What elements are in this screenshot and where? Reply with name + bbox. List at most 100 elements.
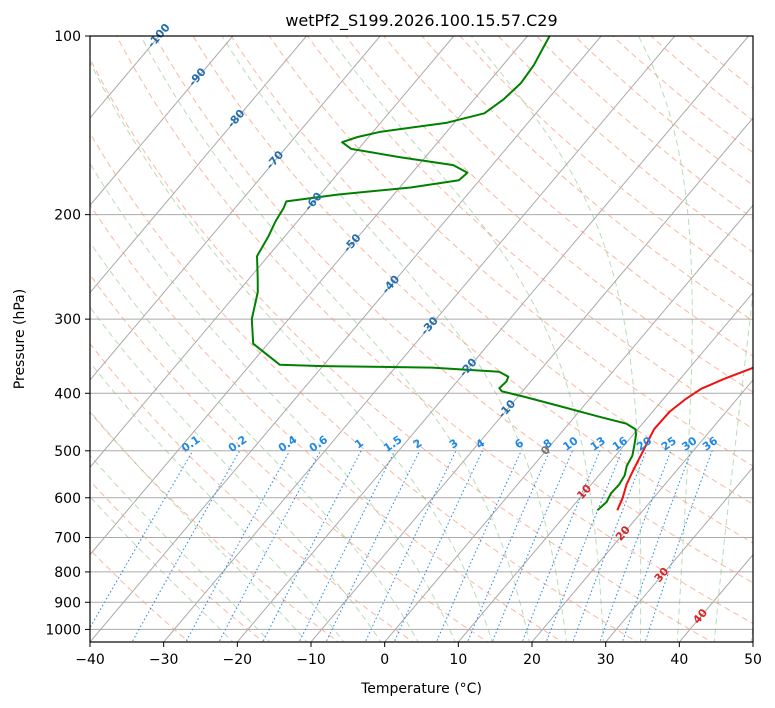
moist-adiabat-line xyxy=(90,162,456,642)
dry-adiabat-line xyxy=(383,36,753,357)
dry-adiabat-line xyxy=(90,411,340,642)
chart-title: wetPf2_S199.2026.100.15.57.C29 xyxy=(285,11,557,31)
moist-adiabat-line xyxy=(90,306,382,642)
x-tick-label: −30 xyxy=(149,652,179,668)
mixing-ratio-label: 6 xyxy=(512,436,526,451)
mixing-ratio-line xyxy=(644,450,713,642)
moist-adiabat-line xyxy=(750,622,753,642)
isotherm-line xyxy=(90,36,455,469)
mixing-ratio-line xyxy=(262,450,362,642)
isotherm-line xyxy=(90,36,381,381)
isotherm-line xyxy=(605,466,753,642)
dry-adiabat-line xyxy=(90,342,414,642)
x-tick-label: 40 xyxy=(670,652,688,668)
axis-ticks: −40 −30 −20 −10 0 10 20 30 40 50 1000 900 800 700 600 5… xyxy=(45,29,762,668)
x-axis-label: Temperature (°C) xyxy=(360,681,482,697)
mixing-ratio-label: 4 xyxy=(474,436,488,451)
dry-adiabat-line xyxy=(90,203,564,642)
dry-adiabat-line xyxy=(535,36,753,220)
x-tick-label: 30 xyxy=(597,652,615,668)
y-tick-label: 400 xyxy=(54,386,81,402)
mixing-ratio-label: 0.1 xyxy=(179,433,202,455)
isotherm-line xyxy=(752,641,753,642)
mixing-ratio-line xyxy=(218,450,321,642)
isotherm-line xyxy=(310,117,753,642)
moist-adiabat-line xyxy=(90,495,234,642)
moist-adiabat-line xyxy=(90,241,419,642)
dry-adiabat-line xyxy=(459,36,753,287)
dry-adiabat-line xyxy=(650,36,753,122)
mixing-ratio-label: 2 xyxy=(411,436,425,451)
mixing-ratio-label: 3 xyxy=(447,436,461,451)
dry-adiabat-line xyxy=(90,273,489,642)
y-axis-label: Pressure (hPa) xyxy=(12,289,28,389)
mixing-ratio-line xyxy=(466,450,551,642)
dry-adiabat-line xyxy=(421,36,753,322)
mixing-ratio-label: 0.6 xyxy=(307,433,331,455)
x-tick-label: 50 xyxy=(744,652,762,668)
moist-adiabat-line xyxy=(90,61,493,642)
dry-adiabat-line xyxy=(90,548,190,642)
dry-adiabat-line xyxy=(90,57,713,642)
mixing-ratio-line xyxy=(185,450,291,642)
moist-adiabat-line xyxy=(470,36,642,642)
mixing-ratio-line xyxy=(131,450,241,642)
plot-frame xyxy=(89,35,754,643)
isotherm-line xyxy=(90,36,528,556)
moist-adiabat-line xyxy=(90,361,345,642)
mixing-ratio-label: 0.4 xyxy=(276,433,300,455)
y-tick-label: 900 xyxy=(54,595,81,611)
mixing-ratio-line xyxy=(393,450,483,642)
isotherm-line xyxy=(90,36,234,207)
mixing-ratio-line xyxy=(491,450,573,642)
dry-adiabat-line xyxy=(688,36,753,90)
dry-adiabat-line xyxy=(306,36,753,430)
x-tick-label: −10 xyxy=(296,652,326,668)
isotherm-line xyxy=(457,291,753,642)
plot-area xyxy=(0,36,753,642)
dry-adiabat-line xyxy=(154,36,753,584)
dry-adiabat-line xyxy=(344,36,753,393)
y-tick-label: 100 xyxy=(54,29,81,45)
dewpoint-profile-line xyxy=(250,36,637,512)
dry-adiabat-line xyxy=(116,36,753,625)
mixing-ratio-line xyxy=(298,450,396,642)
moist-adiabat-line xyxy=(221,36,568,642)
y-tick-label: 200 xyxy=(54,208,81,224)
isotherm-line xyxy=(531,379,753,642)
isotherm-line xyxy=(90,36,307,294)
moist-adiabat-line xyxy=(90,410,308,642)
y-tick-label: 300 xyxy=(54,312,81,328)
isotherm-line xyxy=(0,36,12,642)
dry-adiabat-line xyxy=(90,480,265,642)
mixing-ratio-line xyxy=(599,450,672,642)
isotherm-line xyxy=(236,36,749,642)
x-tick-label: 0 xyxy=(380,652,389,668)
dry-adiabat-line xyxy=(192,36,753,544)
y-tick-label: 800 xyxy=(54,565,81,581)
dry-adiabat-line xyxy=(268,36,753,467)
y-tick-label: 1000 xyxy=(45,622,81,638)
y-tick-label: 700 xyxy=(54,531,81,547)
moist-adiabat-line xyxy=(638,36,693,642)
y-tick-label: 600 xyxy=(54,491,81,507)
x-tick-label: 20 xyxy=(523,652,541,668)
dry-adiabat-line xyxy=(230,36,753,505)
moist-adiabat-line xyxy=(328,36,604,642)
moist-adiabat-line xyxy=(713,289,753,642)
isotherm-line xyxy=(163,36,676,642)
mixing-ratio-line xyxy=(621,450,692,642)
y-tick-label: 500 xyxy=(54,444,81,460)
dry-adiabat-line xyxy=(573,36,753,186)
mixing-ratio-line xyxy=(90,450,194,629)
x-tick-label: −20 xyxy=(223,652,253,668)
mixing-ratio-line xyxy=(364,450,457,642)
dry-adiabat-line xyxy=(90,132,639,642)
mixing-ratio-label: 1 xyxy=(352,436,366,451)
isotherm-line xyxy=(384,204,753,642)
mixing-ratio-line xyxy=(545,450,623,642)
mixing-ratio-label: 1.5 xyxy=(381,433,404,455)
temperature-profile-line xyxy=(616,366,753,511)
mixing-ratio-line xyxy=(572,450,647,642)
